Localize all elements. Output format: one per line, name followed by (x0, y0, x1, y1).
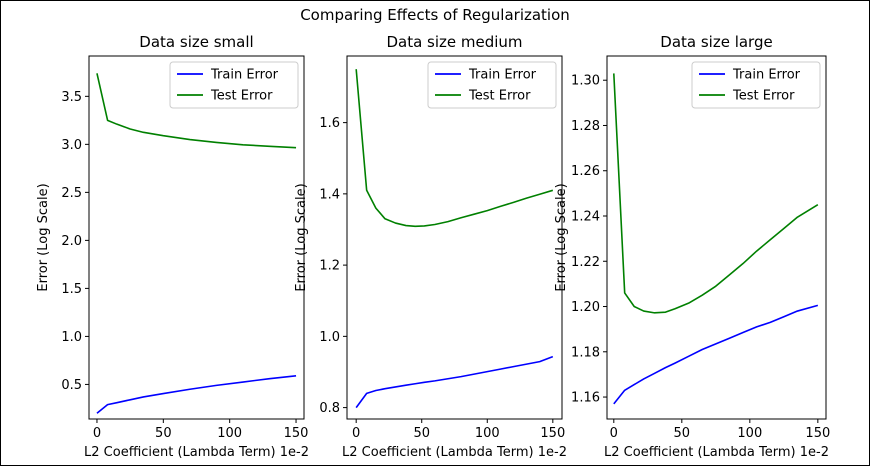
legend: Train Error Test Error (691, 61, 821, 109)
chart-panel-1: 0 50 100 150 0.5 1.0 1.5 2.0 2.5 3.0 3.5 Data size … (36, 33, 309, 460)
x-tick-label: 50 (674, 426, 691, 441)
y-tick-label: 1.0 (61, 330, 82, 345)
x-tick-label: 50 (413, 426, 430, 441)
subplot-title: Data size medium (386, 33, 522, 51)
x-tick-label: 100 (475, 426, 500, 441)
y-tick-label: 1.26 (571, 164, 600, 179)
y-tick-label: 1.16 (571, 391, 600, 406)
y-tick-label: 1.20 (571, 300, 600, 315)
plot-area-frame (606, 55, 827, 420)
y-tick-label: 0.8 (319, 401, 340, 416)
x-tick-label: 0 (352, 426, 360, 441)
chart-panels: 0 50 100 150 0.5 1.0 1.5 2.0 2.5 3.0 3.5 Data size … (36, 33, 830, 460)
legend-label: Train Error (732, 68, 801, 83)
legend-label: Test Error (210, 89, 273, 104)
y-tick-label: 3.5 (61, 90, 82, 105)
x-axis-label: L2 Coefficient (Lambda Term) 1e-2 (604, 445, 829, 460)
y-tick-label: 1.4 (319, 187, 340, 202)
x-axis-label: L2 Coefficient (Lambda Term) 1e-2 (84, 445, 309, 460)
y-tick-label: 2.5 (61, 186, 82, 201)
x-axis-label: L2 Coefficient (Lambda Term) 1e-2 (342, 445, 567, 460)
legend-label: Test Error (732, 89, 795, 104)
x-tick-label: 50 (155, 426, 172, 441)
y-tick-label: 1.5 (61, 282, 82, 297)
x-tick-label: 100 (737, 426, 762, 441)
series-line-train (355, 355, 554, 409)
series-line-test (355, 69, 554, 228)
y-tick-label: 1.28 (571, 119, 600, 134)
plot-area-frame (346, 55, 563, 420)
y-tick-label: 0.5 (61, 378, 82, 393)
y-tick-label: 2.0 (61, 234, 82, 249)
legend: Train Error Test Error (169, 61, 299, 109)
subplot-title: Data size large (660, 33, 772, 51)
x-tick-label: 0 (610, 426, 618, 441)
y-tick-label: 1.6 (319, 116, 340, 131)
y-tick-label: 3.0 (61, 138, 82, 153)
legend: Train Error Test Error (427, 61, 557, 109)
y-tick-label: 1.22 (571, 255, 600, 270)
x-tick-label: 0 (93, 426, 101, 441)
series-line-test (613, 73, 819, 314)
x-tick-label: 150 (284, 426, 309, 441)
y-tick-label: 1.18 (571, 345, 600, 360)
series-line-train (96, 374, 297, 414)
subplot-title: Data size small (139, 33, 253, 51)
legend-label: Train Error (210, 68, 279, 83)
legend-label: Test Error (468, 89, 531, 104)
chart-panel-3: 0 50 100 150 1.16 1.18 1.20 1.22 1.24 1.26 1.28 1.3… (554, 33, 830, 460)
x-tick-label: 150 (540, 426, 565, 441)
y-tick-label: 1.0 (319, 330, 340, 345)
y-axis-label: Error (Log Scale) (554, 183, 569, 291)
x-tick-label: 100 (217, 426, 242, 441)
y-axis-label: Error (Log Scale) (36, 183, 51, 291)
y-tick-label: 1.30 (571, 74, 600, 89)
chart-panel-2: 0 50 100 150 0.8 1.0 1.2 1.4 1.6 Data size medium… (294, 33, 567, 460)
plot-area-frame (88, 55, 305, 420)
series-line-train (613, 304, 819, 405)
series-line-test (96, 73, 297, 149)
figure-title: Comparing Effects of Regularization (300, 6, 570, 24)
y-axis-label: Error (Log Scale) (294, 183, 309, 291)
y-tick-label: 1.24 (571, 210, 600, 225)
y-tick-label: 1.2 (319, 259, 340, 274)
x-tick-label: 150 (805, 426, 830, 441)
legend-label: Train Error (468, 68, 537, 83)
